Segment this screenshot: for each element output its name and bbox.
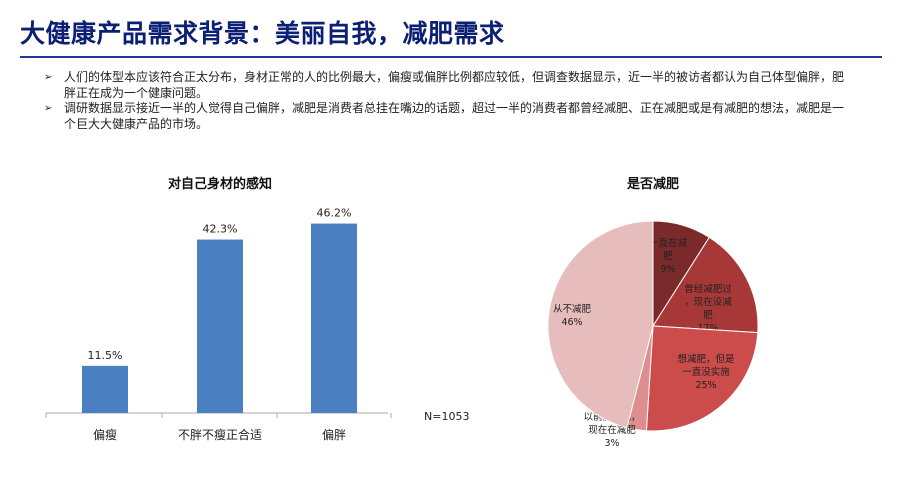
pie-slice [547, 220, 654, 429]
pie-slice [652, 236, 759, 334]
sample-size-note: N=1053 [424, 410, 469, 423]
bullet-list: ➢ 人们的体型本应该符合正太分布，身材正常的人的比例最大，偏瘦或偏胖比例都应较低… [44, 70, 844, 132]
bullet-item: ➢ 人们的体型本应该符合正太分布，身材正常的人的比例最大，偏瘦或偏胖比例都应较低… [44, 70, 844, 101]
category-label: 偏胖 [322, 427, 346, 442]
pie-slice-label: 从不减肥 46% [553, 303, 592, 328]
category-label: 不胖不瘦正合适 [178, 427, 262, 442]
pie-chart-title: 是否减肥 [626, 176, 679, 192]
bar-value-label: 42.3% [203, 223, 238, 236]
pie-chart: 是否减肥 一直在减肥 9% 曾经减肥过，现在没减肥 17% 想减肥，但是一直没实施 25%… [547, 176, 759, 449]
title-divider [20, 56, 882, 58]
bar-chart: 对自己身材的感知 11.5% 偏瘦 42.3% 不胖不瘦正合适 46.2% 偏胖 N=10… [45, 176, 469, 442]
page-title: 大健康产品需求背景：美丽自我，减肥需求 [20, 19, 505, 48]
bullet-text: 调研数据显示接近一半的人觉得自己偏胖，减肥是消费者总挂在嘴边的话题，超过一半的消… [64, 101, 845, 131]
arrow-bullet-icon: ➢ [44, 72, 53, 83]
bar [82, 365, 128, 413]
bar [311, 223, 357, 413]
pie-slice [645, 325, 759, 432]
category-label: 偏瘦 [93, 427, 117, 442]
arrow-bullet-icon: ➢ [44, 103, 53, 114]
bar-chart-title: 对自己身材的感知 [168, 176, 272, 192]
bullet-text: 人们的体型本应该符合正太分布，身材正常的人的比例最大，偏瘦或偏胖比例都应较低，但… [64, 70, 845, 100]
bar-value-label: 11.5% [88, 349, 123, 362]
bar [197, 239, 243, 413]
pie-slice-label: 一直在减肥 9% [649, 237, 688, 275]
bar-value-label: 46.2% [317, 207, 352, 220]
pie-slice-label: 曾经减肥过，现在没减肥 17% [684, 283, 732, 334]
bullet-item: 调研数据显示接近一半的人觉得自己偏胖，减肥是消费者总挂在嘴边的话题，超过一半的消… [44, 101, 844, 132]
pie-slice-label: 想减肥，但是一直没实施 25% [677, 353, 735, 391]
